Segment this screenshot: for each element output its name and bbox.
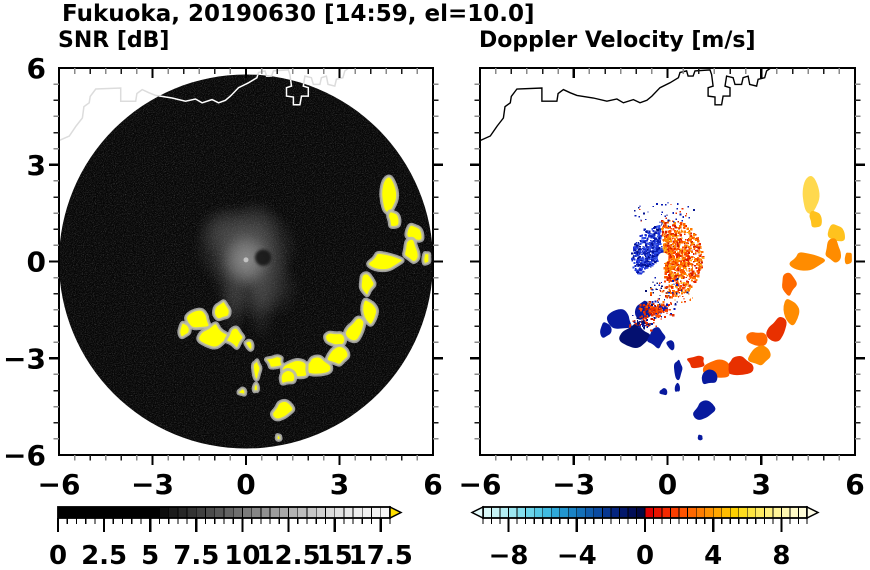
velocity-echo-blob <box>789 252 825 271</box>
high-snr-echo-blob <box>274 433 283 442</box>
y-tick-label: 6 <box>27 52 46 85</box>
high-snr-echo-blob <box>358 271 377 298</box>
coastline <box>480 68 772 142</box>
velocity-echo-blob <box>697 434 703 441</box>
velocity-echo-blob <box>748 345 771 366</box>
velocity-echo-blob <box>809 210 822 228</box>
colorbar-tick-label: 0 <box>49 541 67 570</box>
snr-axes <box>49 66 443 465</box>
x-tick-label: 3 <box>330 468 349 501</box>
velocity-echo-blob <box>825 238 842 263</box>
velocity-echo-blob <box>693 400 716 420</box>
center-echo-ellipse <box>220 265 247 338</box>
high-snr-echo-blob <box>196 321 231 350</box>
velocity-echo-blob <box>766 317 787 342</box>
velocity-speckles <box>628 202 705 332</box>
velocity-panel-title: Doppler Velocity [m/s] <box>479 28 756 53</box>
colorbar-tick-label: 7.5 <box>173 541 219 570</box>
high-snr-echo-blob <box>402 236 421 264</box>
velocity-echo-blob <box>723 356 754 376</box>
snr-panel <box>59 68 433 449</box>
x-tick-label: 0 <box>236 468 255 501</box>
center-dark-ring <box>255 249 272 266</box>
velocity-echo-blob <box>673 359 683 381</box>
colorbar-tick-label: 8 <box>772 541 790 570</box>
snr-panel-title: SNR [dB] <box>58 28 170 53</box>
velocity-echo-blob <box>782 272 797 296</box>
radar-origin-dot <box>243 257 249 263</box>
velocity-axes <box>470 66 865 465</box>
center-echo-ellipse <box>250 260 301 318</box>
colorbar-tick-label: 12.5 <box>256 541 320 570</box>
colorbar-over-arrow <box>806 505 820 520</box>
y-tick-label: 0 <box>27 246 46 279</box>
colorbar-tick-label: 5 <box>141 541 159 570</box>
y-tick-label: −3 <box>3 342 46 375</box>
colorbar-under-arrow <box>470 505 484 520</box>
velocity-echo-blob <box>701 369 718 385</box>
high-snr-echo-blob <box>251 381 260 394</box>
x-tick-label: −6 <box>459 468 502 501</box>
colorbar-tick-label: 17.5 <box>349 541 413 570</box>
colorbar-tick-label: 15 <box>317 541 353 570</box>
high-snr-echo-blob <box>366 250 405 273</box>
colorbar-tick-label: 2.5 <box>81 541 127 570</box>
velocity-echo-blob <box>606 309 632 329</box>
colorbar-tick-label: −8 <box>489 541 529 570</box>
colorbar-over-arrow <box>389 505 403 520</box>
high-snr-echo-blob <box>421 251 432 266</box>
colorbar-tick-label: 10 <box>224 541 260 570</box>
velocity-echo-blob <box>674 382 680 392</box>
high-snr-echo-blob <box>278 368 298 386</box>
y-tick-label: 3 <box>27 149 46 182</box>
x-tick-label: −3 <box>131 468 174 501</box>
coastline-outside-disk <box>59 68 351 142</box>
velocity-echo-blob <box>827 224 846 242</box>
center-echo-ellipse <box>231 199 282 257</box>
high-snr-echo-blob <box>243 338 255 352</box>
velocity-echo-blob <box>600 322 612 338</box>
high-snr-echo-blob <box>212 299 232 322</box>
high-snr-echo-blob <box>224 325 246 350</box>
velocity-panel <box>480 68 852 441</box>
high-snr-echo-blob <box>379 174 400 216</box>
velocity-echo-blob <box>647 327 666 349</box>
velocity-echo-blob <box>746 332 768 347</box>
velocity-center-hole <box>657 252 669 264</box>
velocity-echo-blob <box>666 340 675 351</box>
velocity-echo-blob <box>619 322 651 349</box>
velocity-echo-blob <box>783 299 800 326</box>
high-snr-echo-blob <box>360 297 379 327</box>
high-snr-echo-blob <box>263 354 285 370</box>
velocity-echo-blob <box>802 175 820 214</box>
high-snr-echo-blob <box>386 209 402 229</box>
colorbar-tick-label: 4 <box>704 541 722 570</box>
x-tick-label: 0 <box>658 468 677 501</box>
colorbar-tick-label: −4 <box>557 541 597 570</box>
y-tick-label: −6 <box>3 439 46 472</box>
high-snr-echo-blob <box>177 320 192 340</box>
velocity-echo-blob <box>686 355 705 369</box>
velocity-echo-blob <box>659 388 668 396</box>
velocity-colorbar: −8 −4 0 4 8 <box>470 505 820 570</box>
x-tick-label: 6 <box>423 468 442 501</box>
figure-title: Fukuoka, 20190630 [14:59, el=10.0] <box>62 1 535 27</box>
high-snr-echo-blob <box>236 386 248 397</box>
high-snr-echo-blob <box>270 398 296 422</box>
x-tick-label: −3 <box>552 468 595 501</box>
x-tick-label: 3 <box>752 468 771 501</box>
velocity-echo-blob <box>844 252 852 265</box>
snr-disk-content <box>59 74 433 449</box>
high-snr-echo-blob <box>323 330 348 348</box>
high-snr-echo-blob <box>250 358 263 382</box>
x-tick-label: 6 <box>845 468 864 501</box>
colorbar-tick-label: 0 <box>636 541 654 570</box>
x-tick-label: −6 <box>38 468 81 501</box>
